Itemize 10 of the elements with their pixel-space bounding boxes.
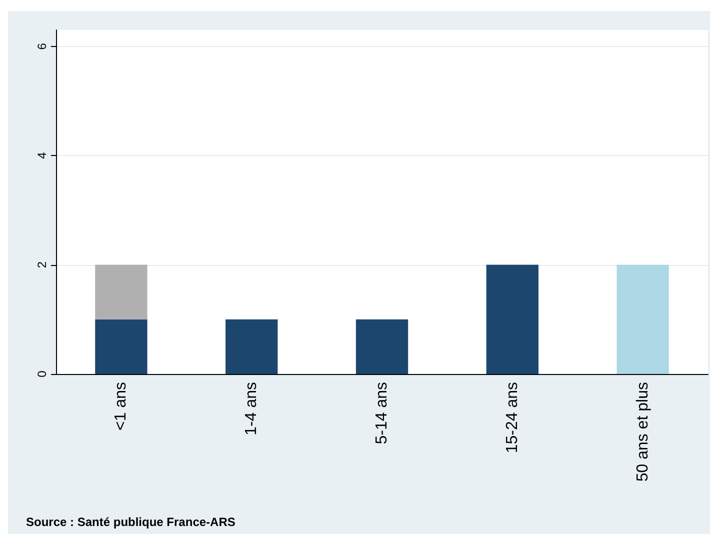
x-tick-label: 5-14 ans (374, 382, 390, 444)
x-tick-label: <1 ans (112, 382, 130, 430)
y-tick-label: 4 (35, 152, 49, 159)
y-tick-label: 0 (35, 370, 49, 378)
y-tick-label: 2 (35, 261, 49, 268)
x-tick-label: 15-24 ans (504, 382, 521, 454)
source-note: Source : Santé publique France-ARS (26, 515, 236, 529)
x-tick-label: 50 ans et plus (634, 382, 652, 482)
x-tick-label: 1-4 ans (243, 382, 260, 436)
y-tick-label: 6 (35, 42, 49, 50)
